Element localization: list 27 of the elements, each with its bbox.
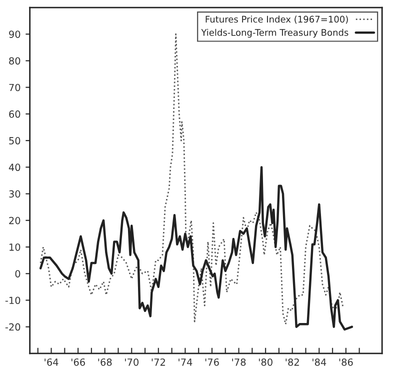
x-tick-label: '82: [286, 358, 299, 366]
x-tick-label: '86: [339, 358, 353, 366]
x-tick-label: '68: [98, 358, 112, 366]
y-tick-label: 20: [9, 216, 20, 224]
y-tick-label: 0: [15, 270, 20, 278]
y-tick-label: 90: [9, 30, 20, 38]
y-tick-label: -20: [5, 323, 20, 331]
x-tick-label: '64: [44, 358, 58, 366]
y-tick-label: 70: [9, 84, 20, 92]
x-tick-label: '78: [232, 358, 246, 366]
x-tick-label: '72: [152, 358, 165, 366]
y-tick-label: 50: [9, 137, 20, 144]
line-series: [39, 166, 354, 331]
x-tick-label: '70: [125, 358, 139, 366]
legend-label: Yields-Long-Term Treasury Bonds: [201, 28, 348, 38]
x-tick-label: '66: [71, 358, 85, 366]
y-tick-label: 80: [9, 57, 20, 65]
x-tick-label: '76: [205, 358, 219, 366]
y-tick-label: -10: [5, 296, 20, 304]
y-tick-label: 60: [9, 110, 20, 118]
x-tick-label: '84: [312, 358, 326, 366]
y-tick-label: 30: [9, 190, 20, 198]
x-tick-label: '74: [178, 358, 192, 366]
y-tick-label: 40: [8, 164, 20, 172]
legend-label: Futures Price Index (1967=100): [206, 16, 348, 24]
x-tick-label: '80: [258, 358, 272, 366]
y-tick-label: 10: [10, 243, 20, 251]
